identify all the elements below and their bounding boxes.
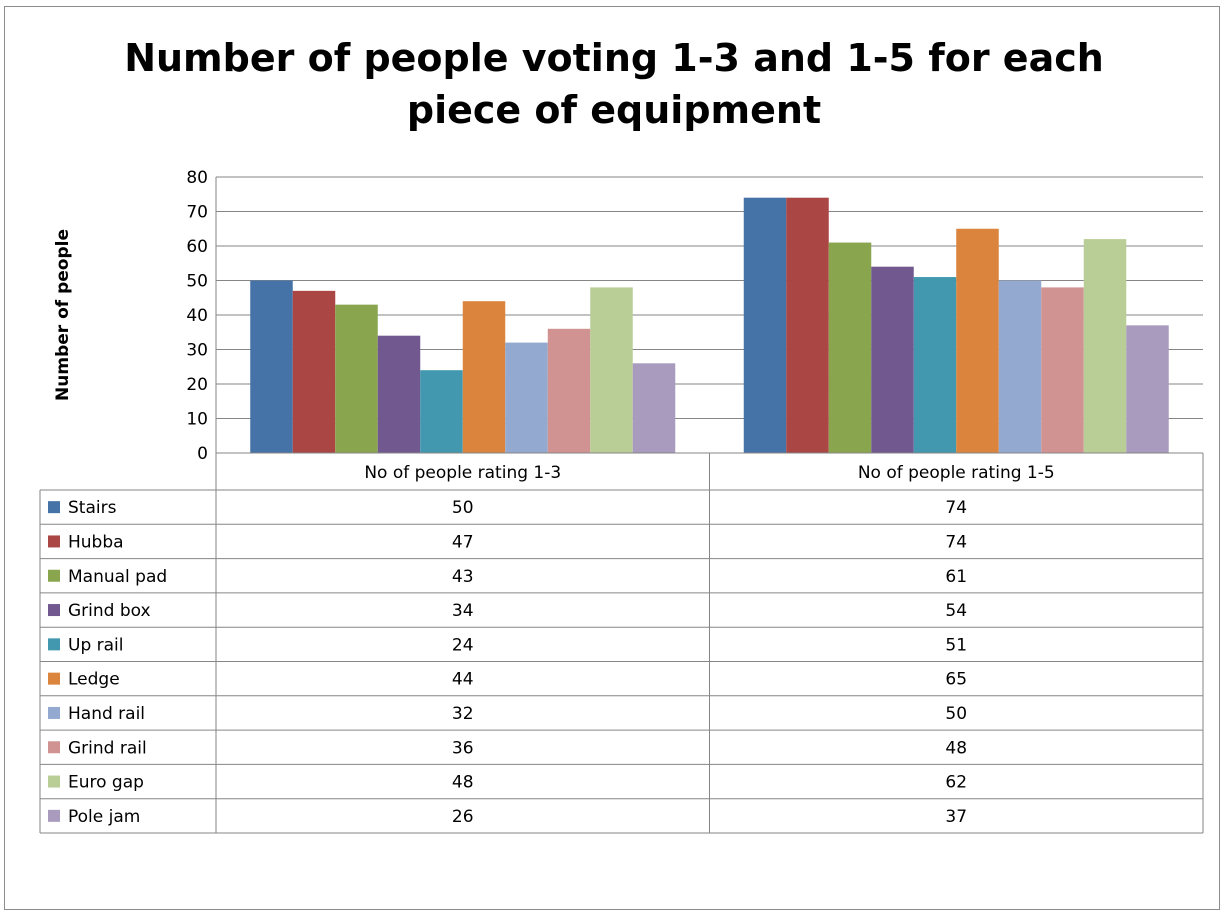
legend-swatch	[48, 638, 60, 651]
bar	[1041, 287, 1084, 453]
legend-label: Manual pad	[68, 567, 167, 587]
data-label: 32	[452, 704, 474, 724]
y-tick-label: 70	[186, 203, 208, 223]
bar	[462, 301, 506, 453]
data-label: 65	[945, 670, 967, 690]
legend-swatch	[48, 809, 60, 822]
bar	[505, 342, 548, 453]
data-label: 26	[452, 807, 474, 827]
chart-title: Number of people voting 1-3 and 1-5 for …	[0, 32, 1228, 136]
data-label: 44	[452, 670, 474, 690]
bar	[1083, 239, 1127, 453]
bar	[1126, 325, 1169, 453]
x-category-label: No of people rating 1-3	[364, 463, 561, 483]
data-label: 37	[945, 807, 967, 827]
data-label: 50	[452, 498, 474, 518]
bar	[998, 280, 1042, 453]
y-tick-label: 0	[197, 444, 208, 464]
legend-swatch	[48, 569, 60, 582]
y-axis-title: Number of people	[53, 229, 73, 401]
bar	[786, 197, 829, 453]
data-label: 54	[945, 601, 967, 621]
bar	[828, 242, 872, 453]
legend-swatch	[48, 741, 60, 754]
bar	[250, 280, 293, 453]
legend-label: Hand rail	[68, 704, 145, 724]
data-label: 34	[452, 601, 474, 621]
data-label: 50	[945, 704, 967, 724]
bar	[292, 290, 336, 453]
data-label: 51	[945, 635, 967, 655]
chart-frame	[4, 6, 1220, 910]
y-tick-label: 20	[186, 375, 208, 395]
data-label: 43	[452, 567, 474, 587]
y-tick-label: 30	[186, 341, 208, 361]
x-category-label: No of people rating 1-5	[858, 463, 1055, 483]
y-tick-label: 50	[186, 272, 208, 292]
bar	[420, 370, 463, 453]
bar	[590, 287, 633, 453]
y-tick-label: 80	[186, 168, 208, 188]
bar	[632, 363, 676, 453]
legend-swatch	[48, 501, 60, 514]
chart-title-line-2: piece of equipment	[406, 88, 822, 132]
legend-label: Grind rail	[68, 738, 147, 758]
bar	[335, 304, 378, 453]
data-label: 74	[945, 532, 967, 552]
bar	[913, 277, 957, 453]
legend-label: Ledge	[68, 670, 120, 690]
data-label: 48	[452, 773, 474, 793]
legend-label: Stairs	[68, 498, 117, 518]
data-label: 74	[945, 498, 967, 518]
bar	[871, 266, 914, 453]
legend-label: Grind box	[68, 601, 151, 621]
y-tick-label: 40	[186, 306, 208, 326]
legend-swatch	[48, 604, 60, 617]
legend-swatch	[48, 706, 60, 719]
legend-swatch	[48, 775, 60, 788]
bar	[377, 335, 421, 453]
legend-label: Euro gap	[68, 773, 144, 793]
data-label: 36	[452, 738, 474, 758]
data-label: 61	[945, 567, 967, 587]
bar	[743, 197, 787, 453]
bar	[956, 228, 999, 453]
y-tick-label: 60	[186, 237, 208, 257]
chart-title-line-1: Number of people voting 1-3 and 1-5 for …	[124, 36, 1104, 80]
data-label: 47	[452, 532, 474, 552]
legend-label: Pole jam	[68, 807, 140, 827]
data-label: 62	[945, 773, 967, 793]
legend-label: Up rail	[68, 635, 124, 655]
legend-swatch	[48, 672, 60, 685]
legend-label: Hubba	[68, 532, 124, 552]
data-label: 24	[452, 635, 474, 655]
legend-swatch	[48, 535, 60, 548]
y-tick-label: 10	[186, 410, 208, 430]
bar	[547, 328, 591, 453]
data-label: 48	[945, 738, 967, 758]
